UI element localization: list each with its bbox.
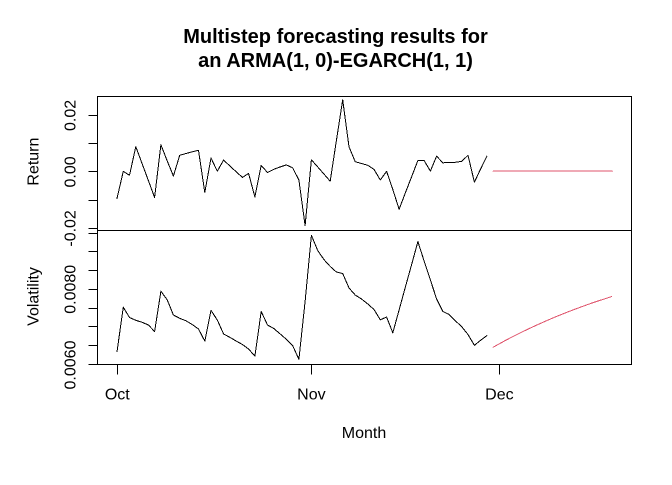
svg-text:0.02: 0.02 [63, 100, 80, 131]
svg-text:0.0080: 0.0080 [63, 265, 80, 314]
svg-text:0.00: 0.00 [63, 156, 80, 187]
svg-text:0.0060: 0.0060 [63, 340, 80, 389]
svg-text:Volatility: Volatility [26, 267, 43, 326]
svg-text:-0.02: -0.02 [63, 210, 80, 247]
svg-text:an ARMA(1, 0)-EGARCH(1, 1): an ARMA(1, 0)-EGARCH(1, 1) [198, 50, 473, 72]
svg-text:Multistep forecasting results: Multistep forecasting results for [183, 26, 488, 48]
svg-text:Oct: Oct [105, 387, 130, 404]
svg-text:Month: Month [342, 425, 386, 442]
svg-text:Dec: Dec [485, 387, 513, 404]
svg-text:Nov: Nov [297, 387, 325, 404]
svg-text:Return: Return [25, 138, 42, 186]
